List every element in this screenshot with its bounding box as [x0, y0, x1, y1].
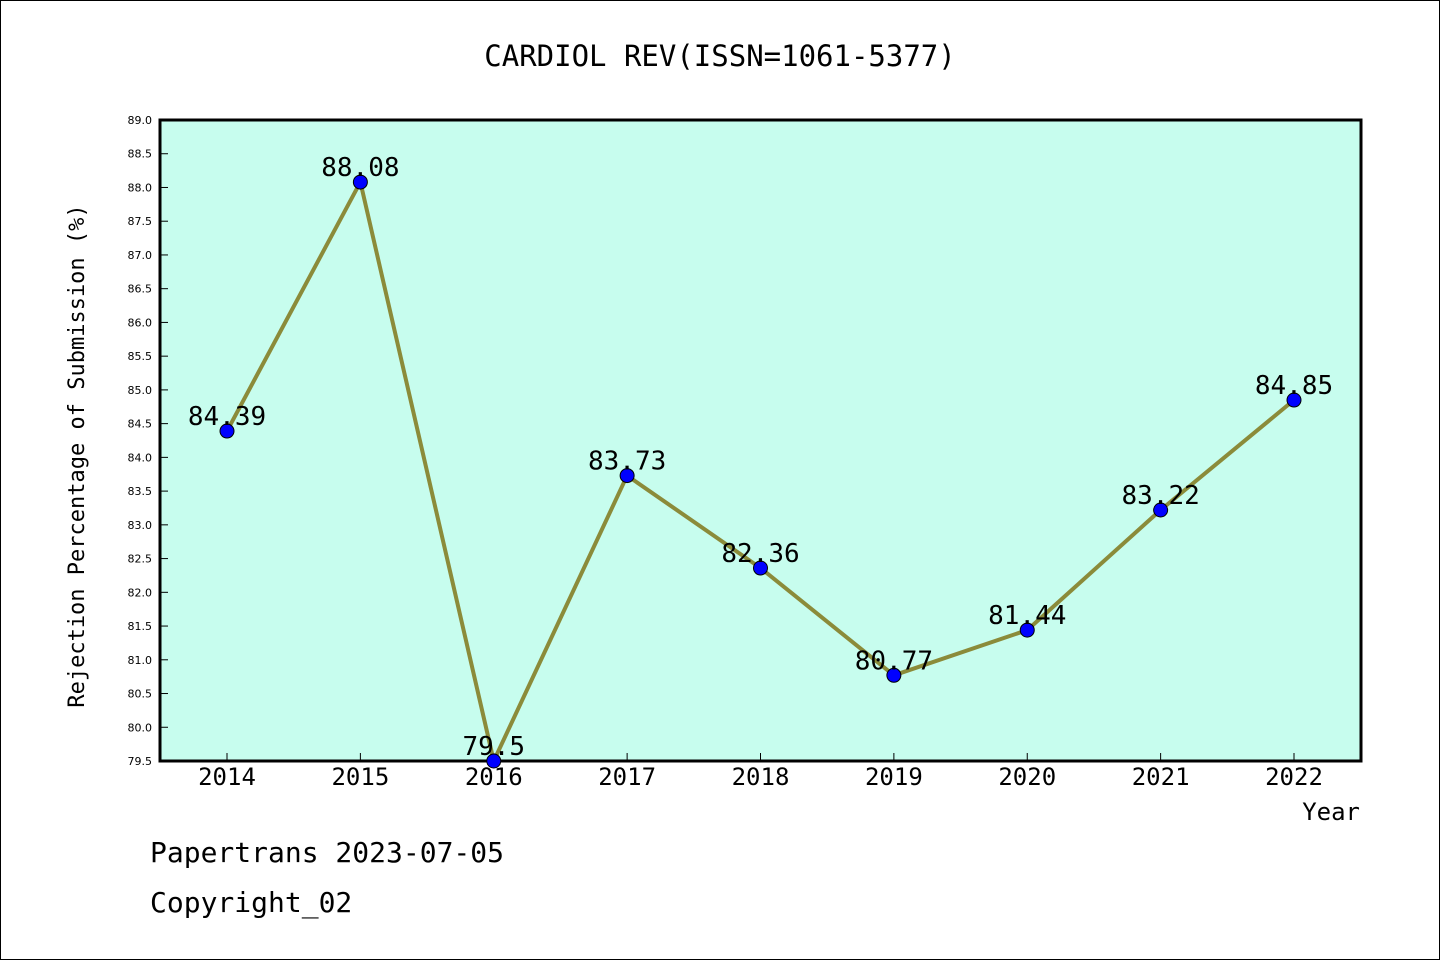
y-axis-label: Rejection Percentage of Submission (%) [65, 204, 90, 707]
y-tick-label: 82.5 [128, 553, 153, 566]
x-tick-label: 2020 [998, 763, 1056, 791]
data-point [753, 560, 768, 576]
x-tick-label: 2015 [331, 763, 389, 791]
series-group: 84.39 88.08 79.5 83.73 82.36 80.77 81.44 83.22 8… [188, 153, 1333, 769]
x-tick-label: 2018 [732, 763, 790, 791]
plot-area [158, 118, 1363, 763]
y-tick-label: 88.5 [128, 148, 153, 161]
y-tick-label: 83.5 [128, 485, 153, 498]
y-tick-label: 85.0 [128, 384, 153, 397]
footer-source: Papertrans 2023-07-05 [150, 836, 505, 869]
y-tick-label: 88.0 [128, 181, 153, 194]
y-tick-label: 86.5 [128, 283, 153, 296]
data-point [886, 667, 902, 683]
x-tick-label: 2022 [1265, 763, 1323, 791]
y-tick-label: 84.5 [128, 418, 153, 431]
y-tick-label: 82.0 [128, 586, 153, 599]
x-axis-label: Year [1302, 798, 1360, 826]
y-tick-label: 87.0 [128, 249, 153, 262]
y-tick-label: 79.5 [128, 755, 153, 768]
chart-title: CARDIOL REV(ISSN=1061-5377) [484, 39, 955, 73]
data-point [619, 468, 635, 484]
data-label: 83.73 [588, 447, 666, 477]
y-tick-label: 84.0 [128, 451, 153, 464]
x-tick-label: 2017 [598, 763, 656, 791]
y-tick-label: 80.0 [128, 721, 153, 734]
x-tick-label: 2021 [1132, 763, 1190, 791]
data-point [1286, 392, 1302, 408]
data-point [1153, 502, 1169, 518]
y-tick-label: 83.0 [128, 519, 153, 532]
y-tick-label: 86.0 [128, 316, 153, 329]
y-axis: 79.5 80.0 80.5 81.0 81.5 82.0 82.5 83.0 83.5 84.0… [128, 114, 168, 768]
data-label: 82.36 [721, 539, 799, 569]
data-label: 83.22 [1121, 481, 1199, 511]
data-label: 88.08 [321, 153, 399, 183]
data-label: 79.5 [462, 732, 525, 762]
data-point [1019, 622, 1035, 638]
x-tick-label: 2014 [198, 763, 256, 791]
data-point [352, 174, 368, 190]
x-axis: 2014 2015 2016 2017 2018 2019 2020 2021 2022 [198, 753, 1323, 791]
data-label: 84.39 [188, 402, 266, 432]
data-point [219, 423, 235, 439]
data-point [486, 753, 502, 769]
footer-copyright: Copyright_02 [150, 886, 353, 919]
data-label: 84.85 [1255, 371, 1333, 401]
y-tick-label: 81.5 [128, 620, 153, 633]
y-tick-label: 80.5 [128, 688, 153, 701]
y-tick-label: 89.0 [128, 114, 153, 127]
y-tick-label: 85.5 [128, 350, 153, 363]
y-tick-label: 87.5 [128, 215, 153, 228]
x-tick-label: 2019 [865, 763, 923, 791]
y-tick-label: 81.0 [128, 654, 153, 667]
data-label: 80.77 [855, 646, 933, 676]
data-label: 81.44 [988, 601, 1066, 631]
